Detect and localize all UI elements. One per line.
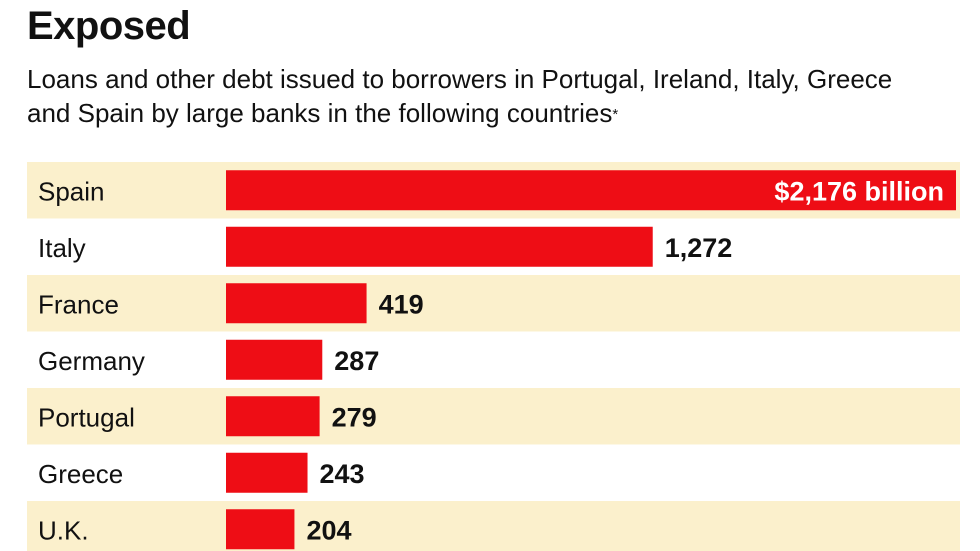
footnote-mark: * <box>612 106 619 123</box>
chart-subtitle: Loans and other debt issued to borrowers… <box>27 62 927 130</box>
category-label: U.K. <box>38 515 89 545</box>
value-label: 419 <box>379 289 424 319</box>
subtitle-text: Loans and other debt issued to borrowers… <box>27 64 893 128</box>
value-label: 243 <box>320 459 365 489</box>
row-band <box>27 388 960 445</box>
category-label: Portugal <box>38 402 135 432</box>
category-label: Greece <box>38 459 123 489</box>
bar <box>226 339 323 380</box>
bar <box>226 452 308 493</box>
bar <box>226 226 653 267</box>
category-label: Spain <box>38 176 105 206</box>
bar <box>226 283 367 324</box>
row-band <box>27 275 960 332</box>
value-label: 287 <box>334 346 379 376</box>
value-label: $2,176 billion <box>774 176 944 206</box>
value-label: 204 <box>306 515 351 545</box>
row-band <box>27 501 960 551</box>
bar <box>226 509 295 550</box>
bar <box>226 170 956 211</box>
category-label: Germany <box>38 346 145 376</box>
chart-title: Exposed <box>27 4 191 48</box>
value-label: 279 <box>332 402 377 432</box>
category-label: France <box>38 289 119 319</box>
value-label: 1,272 <box>665 233 733 263</box>
category-label: Italy <box>38 233 86 263</box>
bar <box>226 396 320 437</box>
